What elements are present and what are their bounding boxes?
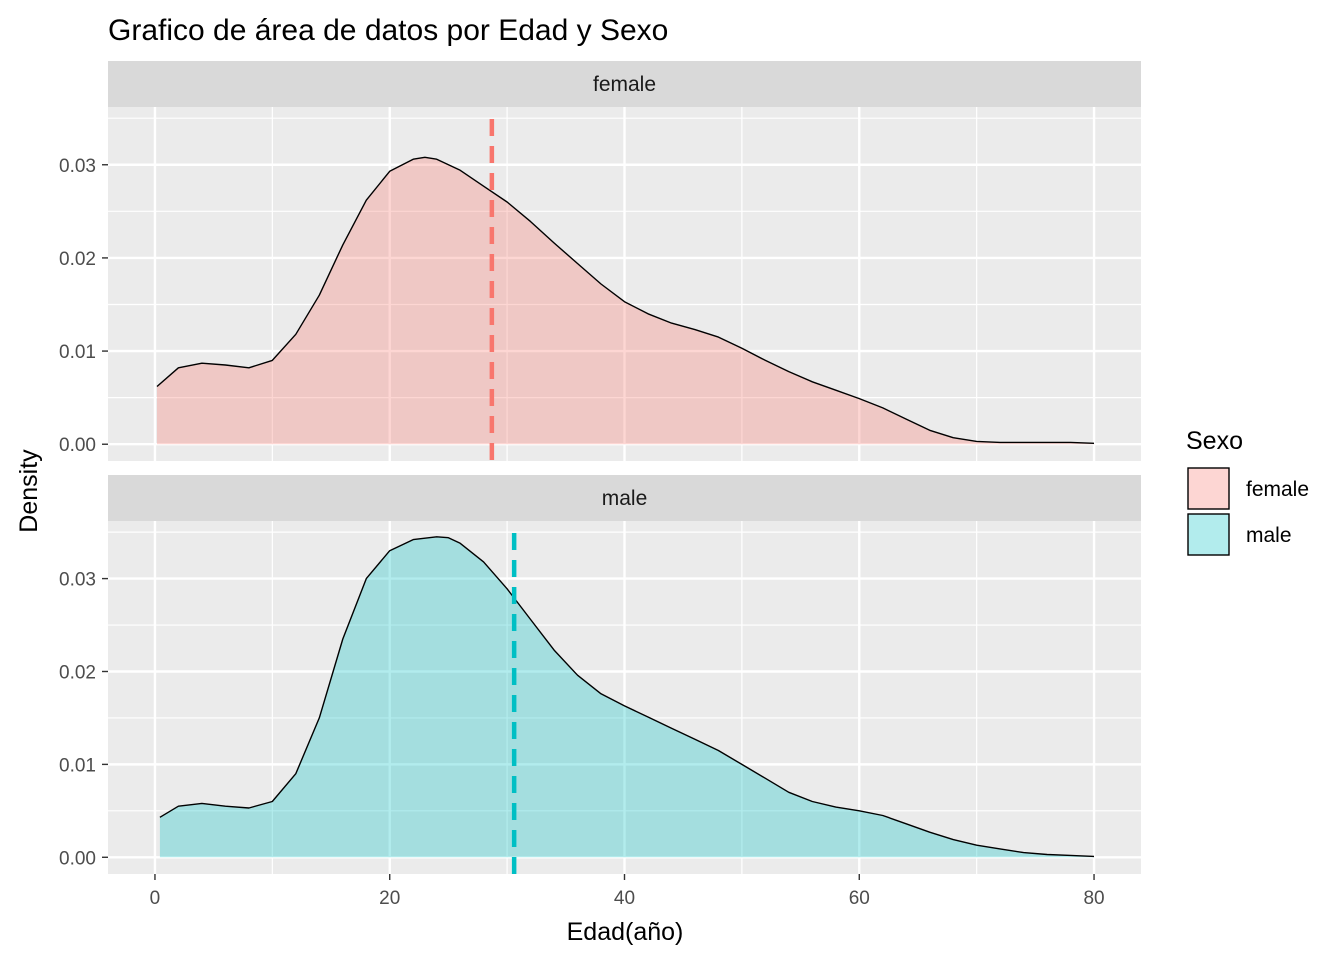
facet-strip-label: male bbox=[602, 487, 648, 510]
legend-title: Sexo bbox=[1186, 427, 1243, 455]
x-tick-label: 60 bbox=[849, 888, 870, 909]
facet-panels: female 0.00 0.01 0.02 0.03 male 0.00 0.01 0.02 0.… bbox=[59, 61, 1141, 874]
chart-title: Grafico de área de datos por Edad y Sexo bbox=[108, 14, 668, 47]
legend-key-background bbox=[1187, 513, 1230, 555]
legend-entry-male: male bbox=[1187, 513, 1292, 556]
facet-male: male 0.00 0.01 0.02 0.03 bbox=[59, 475, 1141, 874]
facet-strip-label: female bbox=[593, 73, 656, 96]
legend-label-male: male bbox=[1246, 524, 1292, 547]
facet-strip bbox=[108, 475, 1141, 521]
y-axis-title: Density bbox=[15, 449, 43, 533]
y-tick-label: 0.00 bbox=[59, 848, 96, 869]
y-tick-label: 0.03 bbox=[59, 570, 96, 591]
x-axis-title: Edad(año) bbox=[567, 918, 684, 946]
x-axis: 0 20 40 60 80 bbox=[150, 874, 1105, 909]
x-tick-label: 80 bbox=[1083, 888, 1104, 909]
legend: Sexo female male bbox=[1186, 427, 1309, 556]
y-tick-label: 0.00 bbox=[59, 435, 96, 456]
facet-strip bbox=[108, 61, 1141, 107]
legend-label-female: female bbox=[1246, 478, 1309, 501]
legend-key-female bbox=[1187, 467, 1230, 510]
density-area-male bbox=[159, 536, 1094, 858]
y-tick-label: 0.02 bbox=[59, 662, 96, 683]
x-tick-label: 20 bbox=[379, 888, 400, 909]
x-tick-label: 0 bbox=[150, 888, 161, 909]
y-tick-label: 0.03 bbox=[59, 156, 96, 177]
facet-female: female 0.00 0.01 0.02 0.03 bbox=[59, 61, 1141, 461]
y-tick-label: 0.01 bbox=[59, 755, 96, 776]
y-tick-label: 0.02 bbox=[59, 249, 96, 270]
legend-key-background bbox=[1187, 467, 1230, 509]
density-area-female bbox=[157, 157, 1094, 445]
legend-entry-female: female bbox=[1187, 467, 1309, 510]
legend-key-male bbox=[1187, 513, 1230, 556]
y-tick-label: 0.01 bbox=[59, 342, 96, 363]
density-line-male bbox=[159, 536, 1095, 858]
density-line-female bbox=[156, 156, 1095, 444]
x-tick-label: 40 bbox=[614, 888, 635, 909]
